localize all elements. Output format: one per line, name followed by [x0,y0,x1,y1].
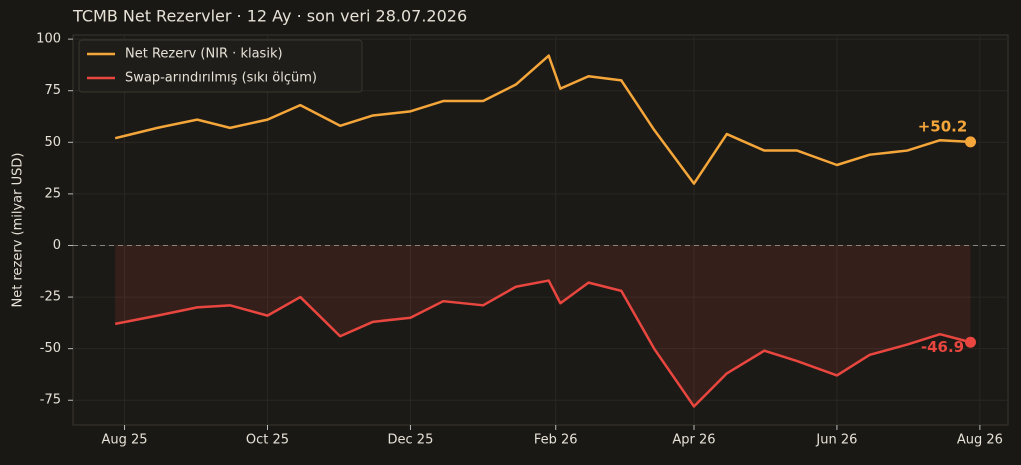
y-tick-label: 75 [44,83,61,98]
y-tick-label: -25 [40,290,61,305]
x-tick-label: Aug 26 [957,433,1003,448]
x-tick-label: Dec 25 [388,433,434,448]
x-tick-label: Apr 26 [672,433,715,448]
line [114,279,971,408]
line [114,54,971,185]
y-tick-label: -75 [40,393,61,408]
x-tick-label: Feb 26 [534,433,578,448]
end-marker [965,336,977,348]
end-marker [965,136,977,148]
legend: Net Rezerv (NIR · klasik) Swap-arındırılm… [78,39,363,93]
legend-label: Swap-arındırılmış (sıkı ölçüm) [125,71,317,86]
y-tick-label: 50 [44,135,61,150]
value-label: -46.9 [921,338,964,356]
legend-label: Net Rezerv (NIR · klasik) [125,47,283,62]
y-tick-label: -50 [40,341,61,356]
x-tick-label: Jun 26 [815,433,857,448]
area-fill [115,245,971,407]
x-tick-label: Aug 25 [102,433,148,448]
y-tick-label: 100 [36,32,61,47]
y-tick-label: 0 [53,238,61,253]
y-tick-label: 25 [44,186,61,201]
value-label: +50.2 [918,117,968,135]
chart-title: TCMB Net Rezervler · 12 Ay · son veri 28… [72,7,467,26]
y-axis-label: Net rezerv (milyar USD) [11,153,26,308]
legend-box [78,39,363,93]
x-tick-label: Oct 25 [246,433,289,448]
plot-area [72,34,1009,426]
